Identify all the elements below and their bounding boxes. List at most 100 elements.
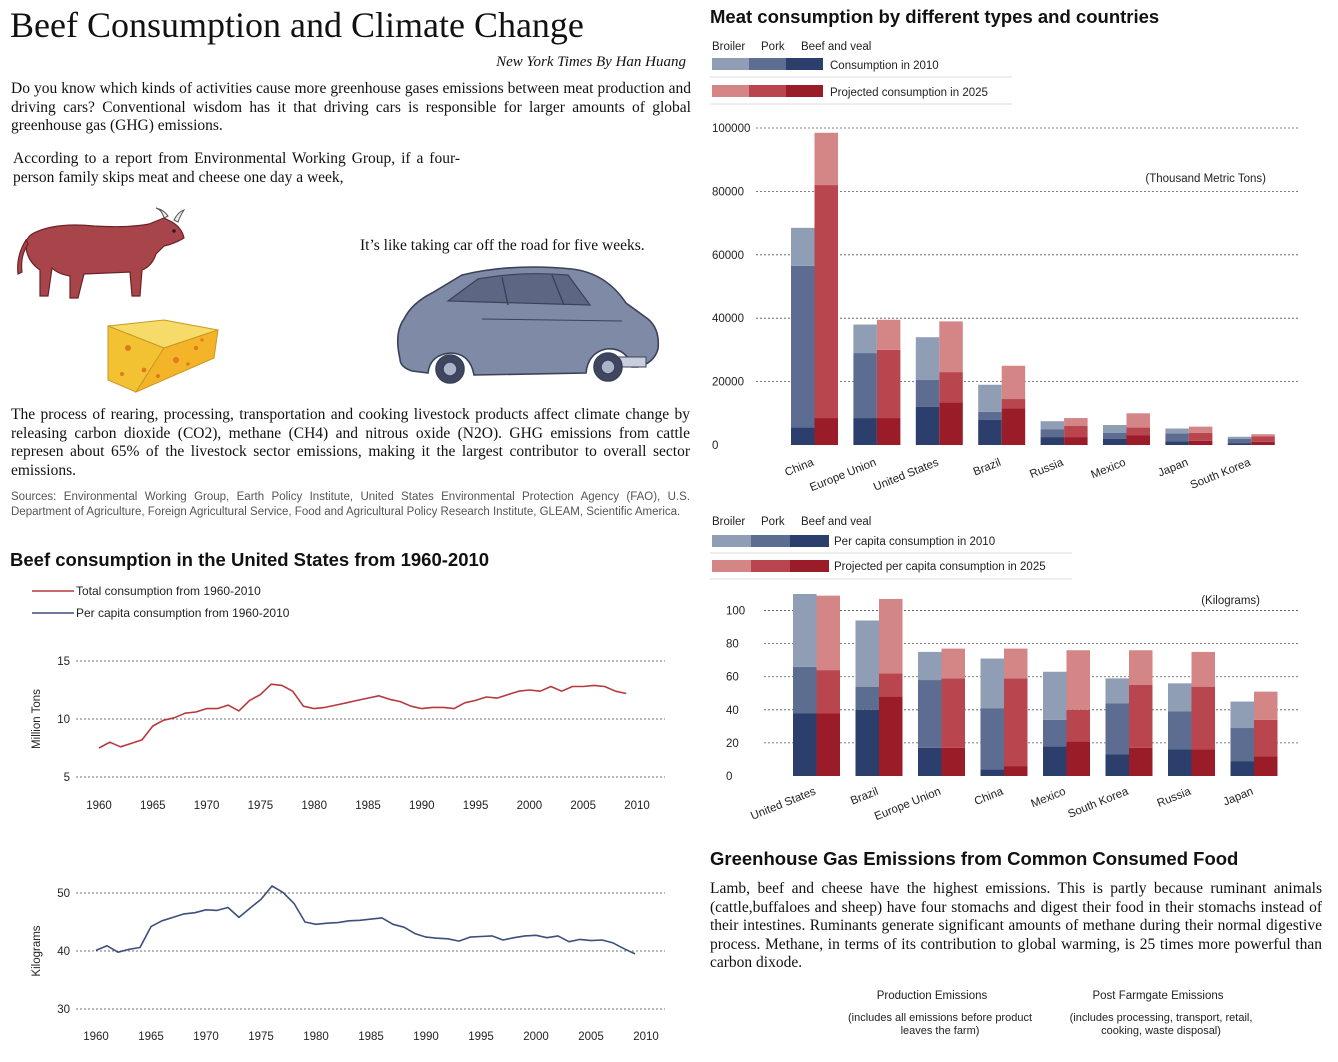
bar-pork-2010 (1227, 438, 1252, 444)
y-tick-label: 20 (726, 738, 739, 750)
x-tick-label: 1970 (193, 1031, 219, 1043)
bar-beef-and-veal-2010 (793, 713, 817, 776)
meat-percap-legend: Broiler Pork Beef and veal Per capita co… (710, 516, 1072, 580)
legend-2010-label: Consumption in 2010 (830, 60, 939, 72)
legend-2025-label: Projected consumption in 2025 (830, 87, 988, 99)
legend-type-pork: Pork (761, 41, 785, 53)
ghg-paragraph: Lamb, beef and cheese have the highest e… (710, 880, 1322, 971)
bar-pork-2025 (1254, 719, 1278, 757)
bar-broiler-2025 (816, 595, 840, 671)
bar-beef-and-veal-2010 (1103, 438, 1127, 445)
x-tick-label: 1995 (468, 1031, 494, 1043)
bar-beef-and-veal-2025 (876, 418, 901, 445)
y-tick-label: 50 (57, 888, 70, 900)
beef-total-line-chart: 5 10 15 1960 1965 1970 1975 1980 1985 1990 1995 200… (31, 656, 665, 812)
post-farmgate-note: (includes processing, transport, retail,… (1069, 1012, 1253, 1037)
sources-note: Sources: Environmental Working Group, Ea… (11, 491, 690, 518)
bar-broiler-2010 (855, 620, 879, 687)
y-axis-label: Kilograms (31, 925, 43, 976)
legend-type-beef: Beef and veal (801, 41, 871, 53)
bar-broiler-2025 (939, 321, 963, 373)
meat-total-bar-chart: 0 20000 40000 60000 80000 100000 (Thousand Met… (712, 123, 1298, 494)
bar-beef-and-veal-2025 (1004, 766, 1028, 776)
bar-pork-2010 (1105, 703, 1129, 755)
bar-beef-and-veal-2010 (980, 769, 1004, 776)
bar-pork-2025 (1001, 399, 1026, 409)
y-tick-label: 0 (712, 440, 718, 452)
bar-pork-2010 (1165, 433, 1189, 442)
category-label: China (973, 785, 1006, 808)
bar-pork-2025 (1251, 436, 1275, 442)
ghg-title: Greenhouse Gas Emissions from Common Con… (710, 848, 1239, 869)
x-tick-label: 1975 (248, 1031, 274, 1043)
x-tick-label: 1960 (86, 800, 112, 812)
bar-broiler-2025 (1064, 418, 1088, 426)
bar-beef-and-veal-2010 (855, 709, 879, 776)
bar-beef-and-veal-2010 (1043, 746, 1067, 776)
x-tick-label: 1990 (409, 800, 435, 812)
bar-pork-2010 (980, 708, 1004, 770)
unit-label: (Thousand Metric Tons) (1145, 173, 1266, 185)
bar-pork-2010 (1040, 429, 1065, 438)
category-label: South Korea (1189, 456, 1253, 491)
x-tick-label: 1985 (355, 800, 381, 812)
beef-chart-title: Beef consumption in the United States fr… (10, 549, 490, 570)
bar-broiler-2025 (876, 319, 901, 350)
swatch2-broiler-2010 (712, 535, 751, 547)
report-paragraph: According to a report from Environmental… (13, 150, 460, 186)
x-tick-label: 2010 (624, 800, 650, 812)
bar-broiler-2010 (980, 658, 1004, 709)
swatch-pork-2010 (749, 58, 786, 70)
category-label: South Korea (1066, 785, 1130, 820)
y-tick-label: 10 (57, 714, 70, 726)
swatch-broiler-2025 (712, 85, 749, 97)
legend-total-label: Total consumption from 1960-2010 (76, 584, 261, 598)
cow-illustration (17, 207, 186, 299)
legend-type-broiler: Broiler (712, 41, 745, 53)
series-line (95, 885, 636, 955)
bar-broiler-2025 (1001, 365, 1026, 400)
y-tick-label: 60 (726, 672, 739, 684)
y-tick-label: 80000 (712, 186, 744, 198)
bar-broiler-2010 (915, 337, 940, 381)
bar-broiler-2025 (879, 598, 903, 674)
x-tick-label: 1970 (194, 800, 220, 812)
x-tick-label: 1965 (138, 1031, 164, 1043)
bar-beef-and-veal-2025 (1188, 440, 1213, 445)
bar-broiler-2025 (1251, 434, 1275, 437)
swatch2-beef-2025 (790, 560, 829, 572)
bar-beef-and-veal-2010 (918, 747, 942, 776)
process-paragraph: The process of rearing, processing, tran… (11, 406, 690, 479)
bar-broiler-2010 (1168, 683, 1192, 712)
meat-chart-title: Meat consumption by different types and … (710, 6, 1160, 27)
bar-beef-and-veal-2025 (816, 713, 840, 776)
bar-beef-and-veal-2010 (791, 427, 815, 445)
bar-broiler-2025 (941, 648, 965, 679)
bar-beef-and-veal-2025 (1129, 747, 1153, 776)
bar-broiler-2010 (1227, 436, 1252, 439)
bar-broiler-2010 (1103, 425, 1127, 433)
y-tick-label: 30 (57, 1004, 70, 1016)
car-quote: It’s like taking car off the road for fi… (360, 237, 645, 254)
x-tick-label: 1990 (413, 1031, 439, 1043)
category-label: Japan (1156, 457, 1190, 480)
legend-percap-label: Per capita consumption from 1960-2010 (76, 606, 290, 620)
bar-beef-and-veal-2025 (939, 402, 963, 445)
bar-pork-2010 (918, 680, 942, 748)
swatch2-pork-2025 (751, 560, 790, 572)
beef-percap-line-chart: 30 40 50 1960 1965 1970 1975 1980 1985 1990 1995 20… (31, 885, 665, 1043)
bar-beef-and-veal-2025 (1191, 749, 1215, 776)
y-tick-label: 0 (726, 771, 732, 783)
bar-beef-and-veal-2025 (941, 747, 965, 776)
bar-beef-and-veal-2010 (1230, 761, 1254, 776)
bar-beef-and-veal-2010 (1040, 437, 1065, 445)
unit-label: (Kilograms) (1201, 595, 1260, 607)
category-label: Mexico (1089, 457, 1127, 482)
bar-pork-2025 (1188, 432, 1213, 441)
y-tick-label: 15 (57, 656, 70, 668)
bar-pork-2010 (853, 353, 877, 419)
legend2-2025-label: Projected per capita consumption in 2025 (834, 561, 1046, 573)
x-tick-label: 1965 (140, 800, 166, 812)
bar-pork-2010 (791, 265, 815, 428)
category-label: Europe Union (873, 786, 943, 823)
